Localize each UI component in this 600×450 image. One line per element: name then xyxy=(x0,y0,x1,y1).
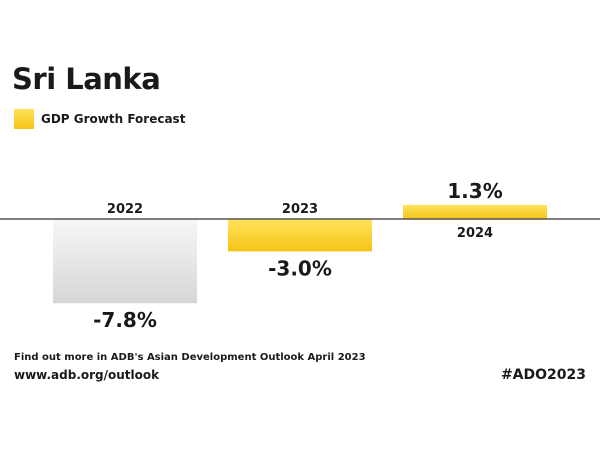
value-label-2023: -3.0% xyxy=(268,256,332,280)
value-label-2022: -7.8% xyxy=(93,308,157,332)
bar-2023 xyxy=(228,219,372,252)
legend-label: GDP Growth Forecast xyxy=(41,112,186,126)
value-label-2024: 1.3% xyxy=(447,179,502,203)
category-label-2022: 2022 xyxy=(107,202,143,217)
bar-2022 xyxy=(53,219,197,304)
footer-hashtag: #ADO2023 xyxy=(500,367,586,383)
page-title: Sri Lanka xyxy=(12,62,161,96)
category-label-2023: 2023 xyxy=(282,202,318,217)
footer-url-link[interactable]: www.adb.org/outlook xyxy=(14,368,160,382)
legend: GDP Growth Forecast xyxy=(14,108,185,130)
footer-note: Find out more in ADB's Asian Development… xyxy=(14,352,366,363)
category-label-2024: 2024 xyxy=(457,226,493,241)
legend-swatch xyxy=(14,109,34,129)
bar-2024 xyxy=(403,204,547,219)
